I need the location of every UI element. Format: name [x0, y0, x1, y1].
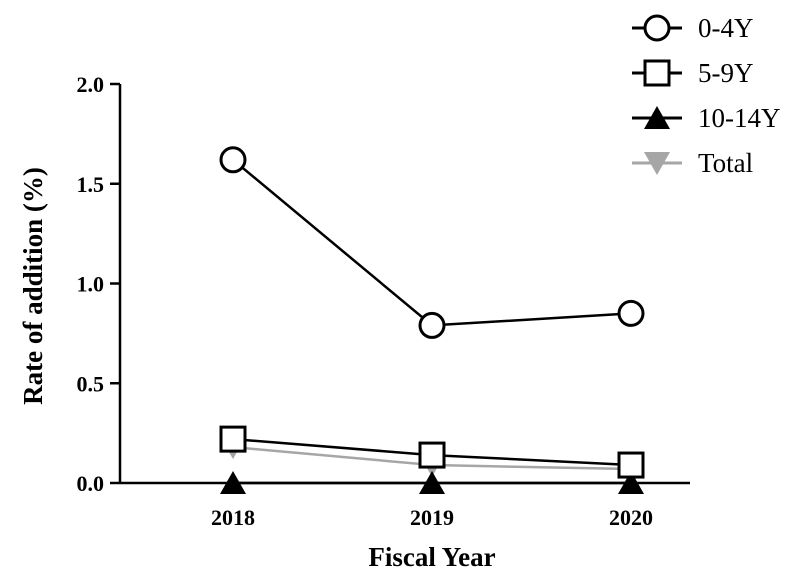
- data-point-10-14Y: [419, 471, 445, 494]
- series-line-0-4Y: [232, 158, 632, 327]
- legend: 0-4Y 5-9Y 10-14Y Total: [632, 13, 781, 178]
- x-tick-label: 2018: [211, 505, 255, 530]
- legend-marker: [644, 152, 670, 175]
- data-point-0-4Y: [418, 311, 446, 339]
- data-point-0-4Y: [617, 299, 645, 327]
- y-tick-label: 1.5: [77, 172, 105, 197]
- legend-item-Total: Total: [632, 148, 753, 178]
- data-point-10-14Y: [618, 471, 644, 494]
- legend-marker: [643, 59, 671, 87]
- legend-item-0-4Y: 0-4Y: [632, 13, 754, 43]
- series-10-14Y: [220, 471, 644, 494]
- data-point-5-9Y: [418, 441, 446, 469]
- x-tick-label: 2019: [410, 505, 454, 530]
- series-5-9Y: [219, 425, 645, 479]
- data-point-5-9Y: [617, 451, 645, 479]
- legend-item-10-14Y: 10-14Y: [632, 103, 781, 133]
- y-tick-label: 0.5: [77, 371, 105, 396]
- legend-label: 5-9Y: [698, 58, 754, 88]
- x-tick-label: 2020: [609, 505, 653, 530]
- series-0-4Y: [219, 146, 645, 339]
- data-point-0-4Y: [219, 146, 247, 174]
- y-tick-label: 1.0: [77, 272, 105, 297]
- axes: [118, 84, 690, 485]
- y-axis-title: Rate of addition (%): [18, 167, 48, 405]
- series-group: [219, 146, 645, 494]
- legend-label: Total: [698, 148, 753, 178]
- legend-marker: [643, 14, 671, 42]
- legend-label: 0-4Y: [698, 13, 754, 43]
- data-point-10-14Y: [220, 471, 246, 494]
- legend-marker: [644, 106, 670, 129]
- legend-label: 10-14Y: [698, 103, 781, 133]
- y-ticks: 0.0 0.5 1.0 1.5 2.0: [77, 72, 120, 496]
- y-tick-label: 2.0: [77, 72, 105, 97]
- y-tick-label: 0.0: [77, 471, 105, 496]
- data-point-5-9Y: [219, 425, 247, 453]
- x-axis-title: Fiscal Year: [368, 542, 495, 572]
- legend-item-5-9Y: 5-9Y: [632, 58, 754, 88]
